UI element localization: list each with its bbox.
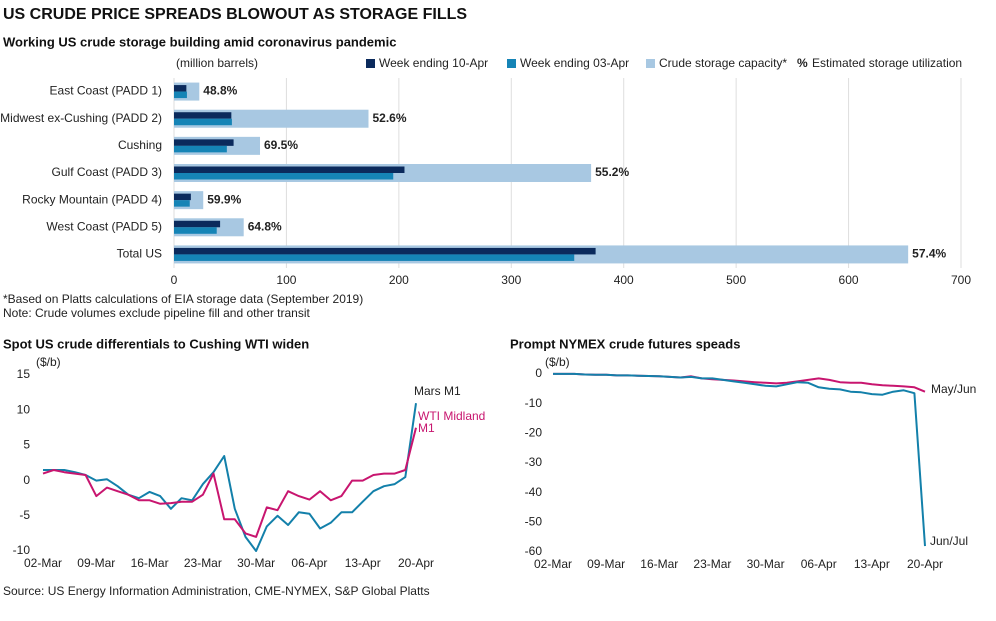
line (553, 372, 926, 547)
bar (174, 247, 596, 255)
data-label: 55.2% (595, 165, 629, 179)
line (43, 403, 417, 552)
unit-label: (million barrels) (176, 56, 258, 70)
legend-symbol: % (797, 56, 808, 70)
note: *Based on Platts calculations of EIA sto… (3, 292, 363, 306)
x-tick-label: 09-Mar (587, 557, 625, 571)
legend-label: Crude storage capacity* (659, 56, 787, 70)
x-tick-label: 13-Apr (854, 557, 890, 571)
data-label: 69.5% (264, 138, 298, 152)
bar (174, 139, 234, 146)
note: Note: Crude volumes exclude pipeline fil… (3, 306, 310, 320)
data-label: 64.8% (248, 219, 282, 233)
x-tick-label: 300 (501, 273, 521, 287)
data-label: 57.4% (912, 247, 946, 261)
x-tick-label: 700 (951, 273, 971, 287)
chart-title: Prompt NYMEX crude futures speads (510, 336, 740, 351)
x-tick-label: 16-Mar (131, 556, 169, 570)
x-tick-label: 100 (276, 273, 296, 287)
x-tick-label: 16-Mar (640, 557, 678, 571)
source: Source: US Energy Information Administra… (3, 584, 430, 598)
y-axis-label: ($/b) (36, 355, 61, 369)
x-tick-label: 09-Mar (77, 556, 115, 570)
x-tick-label: 400 (614, 273, 634, 287)
chart-title: Spot US crude differentials to Cushing W… (3, 336, 309, 351)
y-tick-label: 10 (17, 402, 31, 416)
bar (174, 200, 190, 207)
y-tick-label: Rocky Mountain (PADD 4) (22, 192, 162, 206)
bar (174, 227, 217, 234)
bar (174, 85, 187, 92)
y-tick-label: -5 (19, 508, 30, 522)
y-tick-label: -30 (525, 455, 543, 469)
legend-swatch (366, 59, 375, 68)
x-tick-label: 02-Mar (24, 556, 62, 570)
y-tick-label: -40 (525, 485, 543, 499)
y-tick-label: West Coast (PADD 5) (46, 219, 162, 233)
y-tick-label: -10 (13, 543, 31, 557)
bar (174, 112, 232, 119)
legend-label: Week ending 10-Apr (379, 56, 488, 70)
x-tick-label: 500 (726, 273, 746, 287)
y-tick-label: 0 (535, 366, 542, 380)
y-tick-label: 0 (23, 473, 30, 487)
y-tick-label: 5 (23, 438, 30, 452)
y-tick-label: Midwest ex-Cushing (PADD 2) (0, 111, 162, 125)
y-tick-label: -50 (525, 514, 543, 528)
x-tick-label: 02-Mar (534, 557, 572, 571)
x-tick-label: 30-Mar (237, 556, 275, 570)
series-label: Jun/Jul (930, 534, 968, 548)
y-tick-label: -20 (525, 425, 543, 439)
legend-label: Estimated storage utilization (812, 56, 962, 70)
y-tick-label: -10 (525, 396, 543, 410)
series-label: Mars M1 (414, 384, 461, 398)
bar (174, 91, 187, 99)
x-tick-label: 20-Apr (398, 556, 434, 570)
data-label: 48.8% (203, 84, 237, 98)
x-tick-label: 06-Apr (801, 557, 837, 571)
x-tick-label: 13-Apr (345, 556, 381, 570)
x-tick-label: 06-Apr (291, 556, 327, 570)
bar (174, 254, 575, 261)
data-label: 59.9% (207, 192, 241, 206)
page-title: US CRUDE PRICE SPREADS BLOWOUT AS STORAG… (3, 6, 467, 23)
line (42, 427, 417, 538)
bar (174, 193, 191, 201)
y-tick-label: Gulf Coast (PADD 3) (52, 165, 162, 179)
y-tick-label: -60 (525, 544, 543, 558)
x-tick-label: 23-Mar (693, 557, 731, 571)
x-tick-label: 200 (389, 273, 409, 287)
legend-label: Week ending 03-Apr (520, 56, 629, 70)
bar (174, 118, 232, 126)
x-tick-label: 20-Apr (907, 557, 943, 571)
legend-swatch (646, 59, 655, 68)
x-tick-label: 600 (839, 273, 859, 287)
data-label: 52.6% (373, 111, 407, 125)
y-tick-label: 15 (17, 367, 31, 381)
x-tick-label: 23-Mar (184, 556, 222, 570)
bar (174, 173, 394, 180)
y-tick-label: East Coast (PADD 1) (50, 84, 162, 98)
x-tick-label: 0 (171, 273, 178, 287)
y-tick-label: Total US (117, 247, 162, 261)
bar (174, 145, 227, 153)
legend-swatch (507, 59, 516, 68)
chart-title: Working US crude storage building amid c… (3, 34, 396, 49)
bar (174, 220, 221, 228)
x-tick-label: 30-Mar (747, 557, 785, 571)
bar (174, 166, 405, 173)
series-label: May/Jun (931, 382, 976, 396)
y-tick-label: Cushing (118, 138, 162, 152)
y-axis-label: ($/b) (545, 355, 570, 369)
series-label: WTI Midland M1 (418, 409, 486, 435)
